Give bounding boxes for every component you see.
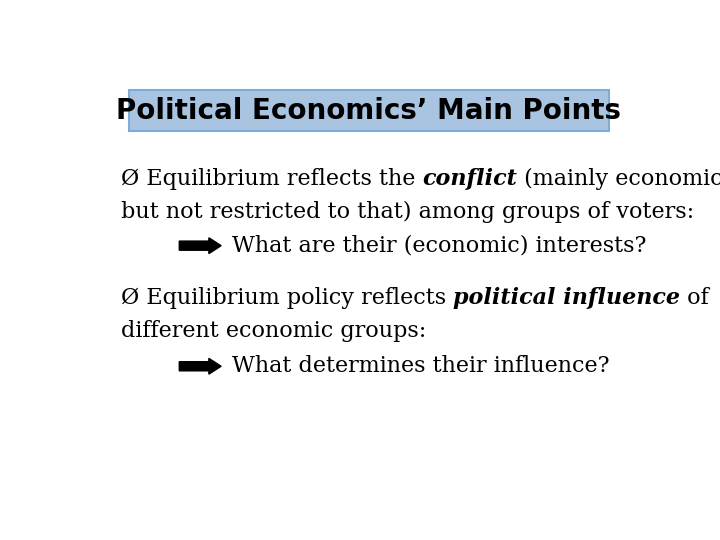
Text: (mainly economic,: (mainly economic, [517, 168, 720, 190]
FancyArrow shape [179, 359, 221, 374]
Text: Ø Equilibrium reflects the: Ø Equilibrium reflects the [121, 168, 422, 190]
FancyBboxPatch shape [129, 90, 609, 131]
Text: Political Economics’ Main Points: Political Economics’ Main Points [117, 97, 621, 125]
Text: political influence: political influence [453, 287, 680, 309]
Text: conflict: conflict [422, 168, 517, 190]
Text: of: of [680, 287, 708, 309]
Text: What determines their influence?: What determines their influence? [233, 355, 610, 377]
Text: What are their (economic) interests?: What are their (economic) interests? [233, 235, 647, 256]
Text: Ø Equilibrium policy reflects: Ø Equilibrium policy reflects [121, 287, 453, 309]
Text: different economic groups:: different economic groups: [121, 320, 426, 342]
Text: but not restricted to that) among groups of voters:: but not restricted to that) among groups… [121, 201, 694, 224]
FancyArrow shape [179, 238, 221, 254]
